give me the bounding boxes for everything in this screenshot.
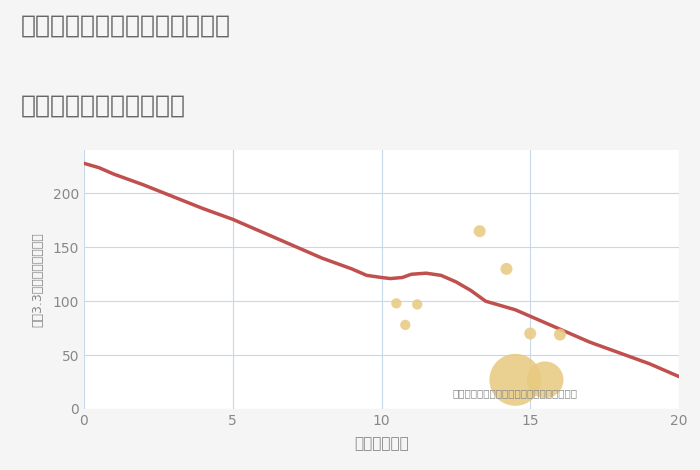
Point — [554, 331, 566, 338]
Point — [540, 376, 551, 384]
Point — [474, 227, 485, 235]
Y-axis label: 坪（3.3㎡）単価（万円）: 坪（3.3㎡）単価（万円） — [32, 232, 44, 327]
Point — [400, 321, 411, 329]
Text: 円の大きさは、取引のあった物件面積を示す: 円の大きさは、取引のあった物件面積を示す — [453, 389, 578, 399]
X-axis label: 駅距離（分）: 駅距離（分） — [354, 436, 409, 451]
Point — [510, 376, 521, 384]
Point — [525, 330, 536, 337]
Text: 三重県四日市市下さざらい町の: 三重県四日市市下さざらい町の — [21, 14, 231, 38]
Point — [391, 299, 402, 307]
Text: 駅距離別中古戸建て価格: 駅距離別中古戸建て価格 — [21, 94, 186, 118]
Point — [501, 265, 512, 273]
Point — [412, 301, 423, 308]
